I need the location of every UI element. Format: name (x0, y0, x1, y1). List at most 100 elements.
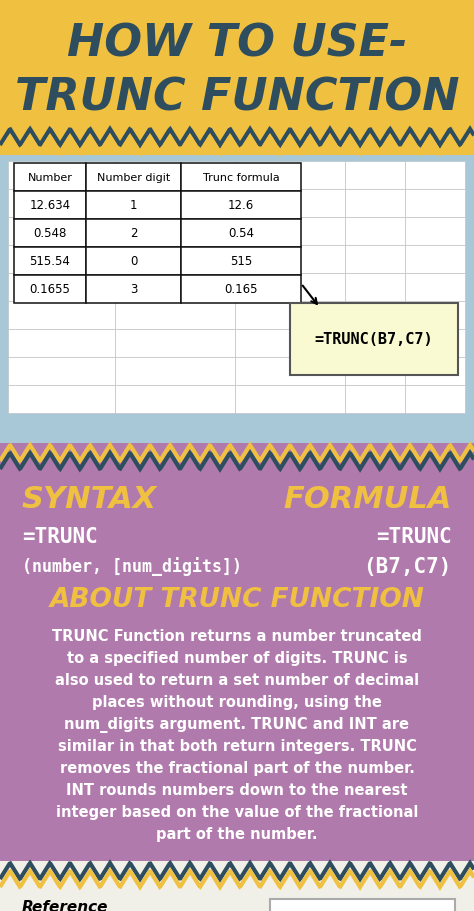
Text: ABOUT TRUNC FUNCTION: ABOUT TRUNC FUNCTION (50, 587, 424, 612)
Bar (8, 385, 115, 414)
Bar (405, 385, 465, 414)
Text: places without rounding, using the: places without rounding, using the (92, 695, 382, 710)
Bar (290, 303, 458, 375)
Bar (181, 192, 301, 220)
Bar (8, 162, 115, 189)
Bar (8, 302, 115, 330)
Text: 12.634: 12.634 (29, 200, 71, 212)
Bar (8, 273, 115, 302)
Bar (345, 385, 405, 414)
Bar (0, 156, 474, 444)
Text: HOW TO USE-: HOW TO USE- (67, 23, 407, 66)
Bar (345, 162, 405, 189)
Bar (86, 220, 181, 248)
Text: 0.54: 0.54 (228, 227, 254, 241)
Text: =TRUNC: =TRUNC (22, 527, 98, 547)
Text: 515.54: 515.54 (29, 255, 71, 268)
Text: Number digit: Number digit (97, 173, 170, 183)
Bar (345, 302, 405, 330)
Bar (115, 302, 235, 330)
Text: also used to return a set number of decimal: also used to return a set number of deci… (55, 672, 419, 688)
Bar (115, 385, 235, 414)
Bar (14, 164, 86, 192)
Bar (8, 246, 115, 273)
Bar (345, 218, 405, 246)
Bar (181, 248, 301, 276)
Bar (405, 358, 465, 385)
Text: 2: 2 (130, 227, 137, 241)
Bar (14, 248, 86, 276)
Text: =TRUNC(B7,C7): =TRUNC(B7,C7) (315, 333, 433, 347)
Bar (0, 861, 474, 889)
Text: (number, [num_digits]): (number, [num_digits]) (22, 557, 242, 576)
Bar (345, 330, 405, 358)
Text: similar in that both return integers. TRUNC: similar in that both return integers. TR… (57, 739, 417, 753)
Bar (405, 218, 465, 246)
Text: to a specified number of digits. TRUNC is: to a specified number of digits. TRUNC i… (67, 650, 407, 666)
Bar (8, 218, 115, 246)
Bar (115, 189, 235, 218)
Bar (14, 220, 86, 248)
Bar (181, 220, 301, 248)
Bar (345, 273, 405, 302)
Text: 0.548: 0.548 (33, 227, 67, 241)
Bar (235, 218, 345, 246)
Text: 0: 0 (130, 255, 137, 268)
Bar (86, 276, 181, 303)
Bar (235, 189, 345, 218)
Bar (0, 444, 474, 472)
Text: TRUNC FUNCTION: TRUNC FUNCTION (15, 77, 459, 119)
Bar (345, 246, 405, 273)
Bar (115, 162, 235, 189)
Bar (86, 248, 181, 276)
Bar (235, 302, 345, 330)
Text: part of the number.: part of the number. (156, 826, 318, 842)
Bar (115, 246, 235, 273)
Bar (0, 0, 474, 128)
Text: (B7,C7): (B7,C7) (364, 557, 452, 577)
Text: 515: 515 (230, 255, 252, 268)
Bar (405, 246, 465, 273)
Bar (405, 162, 465, 189)
Text: FORMULA: FORMULA (283, 485, 452, 514)
Bar (235, 162, 345, 189)
Bar (0, 472, 474, 861)
Bar (235, 330, 345, 358)
Text: INT rounds numbers down to the nearest: INT rounds numbers down to the nearest (66, 783, 408, 798)
Text: integer based on the value of the fractional: integer based on the value of the fracti… (56, 804, 418, 820)
Text: num_digits argument. TRUNC and INT are: num_digits argument. TRUNC and INT are (64, 716, 410, 732)
Bar (235, 385, 345, 414)
Text: 12.6: 12.6 (228, 200, 254, 212)
Text: Number: Number (27, 173, 73, 183)
Bar (235, 246, 345, 273)
Text: 0.165: 0.165 (224, 283, 258, 296)
Bar (0, 889, 474, 911)
Bar (86, 192, 181, 220)
Bar (181, 164, 301, 192)
Text: 1: 1 (130, 200, 137, 212)
Text: SYNTAX: SYNTAX (22, 485, 157, 514)
Bar (405, 189, 465, 218)
Bar (235, 358, 345, 385)
Text: Reference: Reference (22, 899, 109, 911)
Text: 3: 3 (130, 283, 137, 296)
Bar (181, 276, 301, 303)
Bar (115, 330, 235, 358)
Text: TRUNC Function returns a number truncated: TRUNC Function returns a number truncate… (52, 629, 422, 644)
Bar (115, 218, 235, 246)
Bar (0, 128, 474, 156)
Text: removes the fractional part of the number.: removes the fractional part of the numbe… (60, 761, 414, 775)
Bar (86, 164, 181, 192)
Bar (8, 189, 115, 218)
Bar (8, 358, 115, 385)
Bar (115, 358, 235, 385)
Bar (14, 192, 86, 220)
Bar (235, 273, 345, 302)
Bar (405, 302, 465, 330)
Bar (8, 330, 115, 358)
Bar (14, 276, 86, 303)
Bar (115, 273, 235, 302)
Text: =TRUNC: =TRUNC (376, 527, 452, 547)
Bar (405, 330, 465, 358)
Bar (345, 189, 405, 218)
